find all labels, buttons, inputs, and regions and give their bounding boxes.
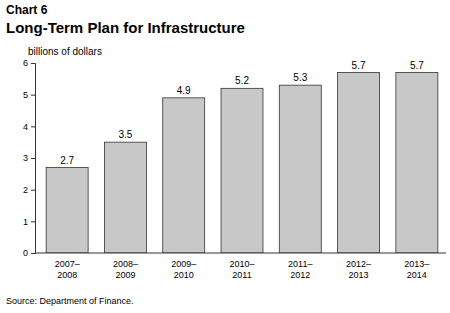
x-tick: 2007–2008 (55, 253, 80, 280)
y-tick-mark (31, 63, 35, 64)
data-label: 2.7 (60, 155, 74, 166)
y-tick-label: 4 (23, 122, 28, 132)
y-tick-mark (31, 221, 35, 222)
y-label: billions of dollars (28, 46, 102, 57)
bar (104, 142, 146, 253)
x-tick-label: 2011–2012 (288, 259, 312, 280)
title: Long-Term Plan for Infrastructure (6, 19, 245, 36)
x-tick: 2012–2013 (346, 253, 371, 280)
y-tick: 0 (23, 248, 35, 258)
x-tick-label: 2013–2014 (404, 259, 429, 280)
y-tick-mark (31, 253, 35, 254)
data-label: 5.7 (410, 60, 424, 71)
x-tick-label: 2010–2011 (229, 259, 254, 280)
x-tick-label: 2008–2009 (113, 259, 138, 280)
y-tick: 5 (23, 90, 35, 100)
x-tick-label: 2007–2008 (55, 259, 80, 280)
bar (46, 168, 88, 254)
y-tick-mark (31, 190, 35, 191)
y-axis: 0 1 2 3 4 5 6 (23, 58, 36, 258)
y-tick: 4 (23, 122, 35, 132)
x-axis: 2007–2008 2008–2009 2009–2010 2010–2011 2011… (35, 253, 446, 280)
y-tick: 2 (23, 185, 35, 195)
y-tick-label: 5 (23, 90, 28, 100)
y-tick: 6 (23, 58, 35, 68)
y-tick-label: 0 (23, 248, 28, 258)
x-tick: 2008–2009 (113, 253, 138, 280)
chart: Chart 6 Long-Term Plan for Infrastructure… (0, 0, 450, 313)
x-axis-line (35, 253, 446, 254)
bar (338, 73, 380, 254)
y-tick: 3 (23, 153, 35, 163)
x-tick-label: 2012–2013 (346, 259, 371, 280)
source: Source: Department of Finance. (6, 296, 134, 306)
data-label: 4.9 (177, 85, 191, 96)
data-labels: 2.7 3.5 4.9 5.2 5.3 5.7 5.7 (60, 60, 424, 166)
data-label: 5.3 (293, 72, 307, 83)
y-tick-label: 6 (23, 58, 28, 68)
data-label: 3.5 (118, 129, 132, 140)
data-label: 5.2 (235, 75, 249, 86)
data-label: 5.7 (352, 60, 366, 71)
bar (396, 73, 438, 254)
y-tick-mark (31, 158, 35, 159)
bars (46, 73, 438, 254)
y-tick-label: 2 (23, 185, 28, 195)
x-tick-label: 2009–2010 (171, 259, 196, 280)
x-tick: 2009–2010 (171, 253, 196, 280)
y-tick-mark (31, 126, 35, 127)
y-tick: 1 (23, 217, 35, 227)
y-tick-mark (31, 95, 35, 96)
bar (221, 88, 263, 253)
bar (279, 85, 321, 253)
y-tick-label: 3 (23, 153, 28, 163)
x-tick: 2010–2011 (229, 253, 254, 280)
x-tick: 2013–2014 (404, 253, 429, 280)
x-tick: 2011–2012 (288, 253, 312, 280)
bar (163, 98, 205, 253)
y-axis-line (31, 64, 36, 254)
y-tick-label: 1 (23, 217, 28, 227)
chart-label: Chart 6 (6, 3, 48, 17)
